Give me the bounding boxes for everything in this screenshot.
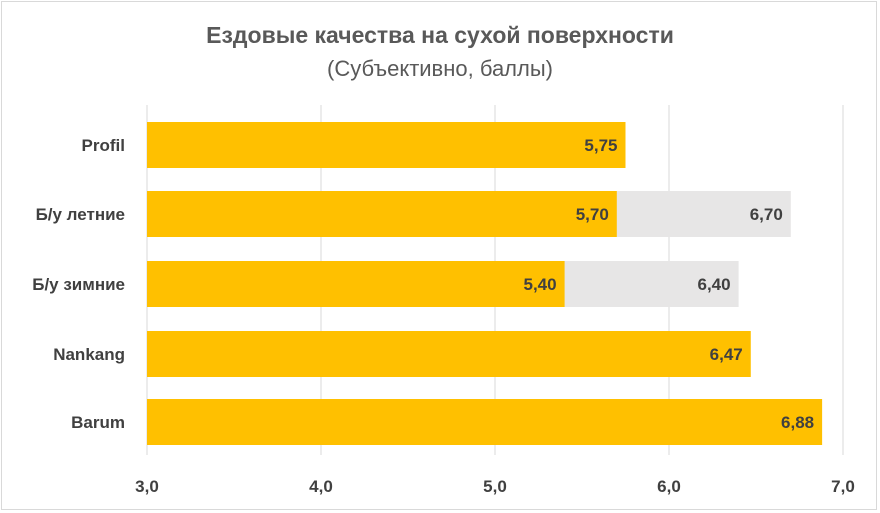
x-tick-label: 6,0: [657, 477, 681, 496]
data-label: 6,88: [781, 413, 814, 432]
y-category-label: Barum: [71, 413, 125, 432]
x-tick-label: 5,0: [483, 477, 507, 496]
bar: [147, 122, 626, 168]
data-label: 6,47: [710, 345, 743, 364]
data-label: 6,40: [698, 275, 731, 294]
y-category-label: Б/у зимние: [32, 275, 125, 294]
x-tick-label: 4,0: [309, 477, 333, 496]
bar: [147, 331, 751, 377]
x-tick-label: 3,0: [135, 477, 159, 496]
data-label: 6,70: [750, 205, 783, 224]
y-category-label: Profil: [82, 136, 125, 155]
y-category-label: Nankang: [53, 345, 125, 364]
chart-title: Ездовые качества на сухой поверхности: [206, 22, 674, 48]
x-tick-label: 7,0: [831, 477, 855, 496]
bar: [147, 399, 823, 445]
y-category-label: Б/у летние: [36, 205, 125, 224]
labels: 3,0 4,0 5,0 6,0 7,0 5,75 5,70 5,40 6,47 6,88 6,70 6…: [32, 136, 855, 496]
bars: [147, 122, 823, 445]
bar: [147, 191, 617, 237]
chart-subtitle: (Субъективно, баллы): [327, 56, 553, 81]
data-label: 5,40: [524, 275, 557, 294]
bar: [147, 261, 565, 307]
data-label: 5,75: [584, 136, 617, 155]
data-label: 5,70: [576, 205, 609, 224]
